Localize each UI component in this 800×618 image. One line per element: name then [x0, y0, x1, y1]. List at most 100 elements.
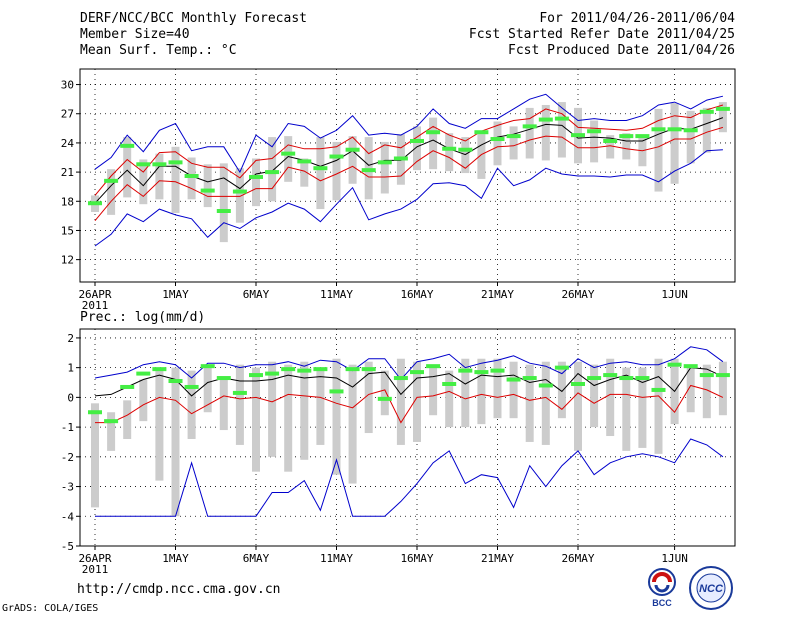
temp-green-marker — [699, 109, 714, 114]
prec-range-bar — [493, 358, 502, 419]
temp-range-bar — [590, 120, 599, 163]
prec-range-bar — [509, 361, 518, 419]
prec-range-bar — [686, 364, 695, 413]
temp-xtick-year: 2011 — [82, 299, 109, 312]
temp-range-bar — [718, 102, 727, 133]
prec-green-marker — [683, 364, 698, 369]
prec-range-bar — [300, 361, 309, 460]
prec-green-marker — [216, 376, 231, 381]
temp-green-marker — [249, 174, 263, 179]
prec-range-bar — [574, 361, 582, 451]
temp-green-marker — [715, 106, 730, 111]
temp-range-bar — [429, 117, 438, 170]
prec-ytick-label: 1 — [67, 362, 74, 375]
temp-range-bar — [203, 164, 212, 208]
prec-range-bar — [364, 361, 373, 434]
prec-range-bar — [477, 358, 486, 425]
temp-series-max-blue — [94, 93, 724, 174]
temp-green-marker — [635, 134, 650, 139]
prec-range-bar — [638, 367, 647, 448]
temp-range-bar — [606, 135, 615, 159]
prec-green-marker — [603, 373, 618, 378]
header-left: DERF/NCC/BCC Monthly Forecast Member Siz… — [80, 11, 307, 59]
prec-green-marker — [152, 367, 167, 372]
temp-range-bar — [525, 107, 534, 159]
prec-green-marker — [635, 376, 650, 381]
bcc-logo-text: BCC — [652, 598, 672, 608]
prec-xtick-year: 2011 — [82, 563, 109, 576]
prec-range-bar — [107, 412, 116, 451]
prec-range-bar — [203, 364, 212, 413]
temp-xtick-label: 6MAY — [243, 288, 270, 301]
prec-green-marker — [426, 364, 441, 369]
temp-range-bar — [268, 137, 277, 202]
prec-range-bar — [525, 364, 534, 442]
prec-range-bar — [332, 358, 341, 475]
temp-range-bar — [332, 141, 341, 201]
temp-green-marker — [426, 130, 441, 135]
prec-green-marker — [184, 384, 199, 389]
ncc-logo-icon: NCC — [689, 566, 733, 610]
temp-range-bar — [316, 137, 325, 210]
grads-credit: GrADS: COLA/IGES — [2, 603, 99, 614]
temp-ytick-label: 18 — [61, 195, 74, 208]
prec-green-marker — [587, 376, 602, 381]
prec-green-marker — [297, 368, 312, 373]
temp-range-bar — [670, 103, 679, 184]
prec-range-bar — [284, 364, 293, 472]
variable-title: Mean Surf. Temp.: °C — [80, 43, 237, 58]
temp-xtick-label: 1JUN — [661, 288, 688, 301]
source-url[interactable]: http://cmdp.ncc.cma.gov.cn — [77, 582, 281, 597]
prec-range-bar — [654, 358, 663, 454]
prec-green-marker — [571, 381, 585, 386]
temp-range-bar — [300, 158, 309, 187]
prec-ytick-label: -4 — [61, 510, 75, 523]
prec-range-bar — [702, 364, 711, 419]
prec-series-min-blue — [95, 438, 724, 517]
ncc-logo-text: NCC — [699, 583, 724, 595]
prec-xtick-label: 1JUN — [661, 552, 688, 565]
temp-range-bar — [123, 137, 132, 198]
prec-ytick-label: -3 — [61, 481, 74, 494]
temp-range-bar — [107, 169, 116, 215]
prec-green-marker — [329, 389, 344, 394]
temp-green-marker — [377, 160, 392, 165]
prec-range-bar — [557, 361, 566, 419]
prec-range-bar — [252, 367, 260, 472]
temp-green-marker — [667, 127, 682, 132]
prec-range-bar — [429, 367, 438, 416]
temp-green-marker — [619, 134, 634, 139]
prec-series-red-lower — [95, 384, 724, 424]
prec-green-marker — [88, 410, 102, 415]
prec-green-marker — [393, 376, 408, 381]
prec-green-marker — [458, 368, 473, 373]
temp-green-marker — [265, 170, 280, 175]
prec-xtick-label: 21MAY — [481, 552, 514, 565]
temp-xtick-label: 16MAY — [400, 288, 433, 301]
temp-range-bar — [493, 121, 502, 166]
temp-range-bar — [284, 136, 293, 182]
temp-range-bar — [509, 126, 518, 160]
temp-green-marker — [442, 146, 457, 151]
prec-green-marker — [377, 396, 392, 401]
prec-green-marker — [522, 376, 537, 381]
temp-green-marker — [345, 147, 360, 152]
temp-range-bar — [445, 133, 454, 172]
temp-green-marker — [232, 189, 247, 194]
temp-range-bar — [139, 159, 148, 205]
temp-green-marker — [168, 160, 183, 165]
prec-green-marker — [168, 379, 183, 384]
prec-ytick-label: -1 — [61, 421, 74, 434]
temp-green-marker — [297, 159, 312, 164]
prec-green-marker — [651, 387, 666, 392]
prec-green-marker — [104, 419, 119, 424]
temp-ytick-label: 30 — [61, 79, 74, 92]
prec-xtick-label: 26MAY — [561, 552, 594, 565]
prec-xtick-label: 16MAY — [400, 552, 433, 565]
prec-range-bar — [155, 367, 164, 481]
temp-green-marker — [458, 147, 473, 152]
temp-green-marker — [474, 130, 489, 135]
prec-range-bar — [235, 364, 244, 445]
prec-range-bar — [219, 376, 228, 431]
